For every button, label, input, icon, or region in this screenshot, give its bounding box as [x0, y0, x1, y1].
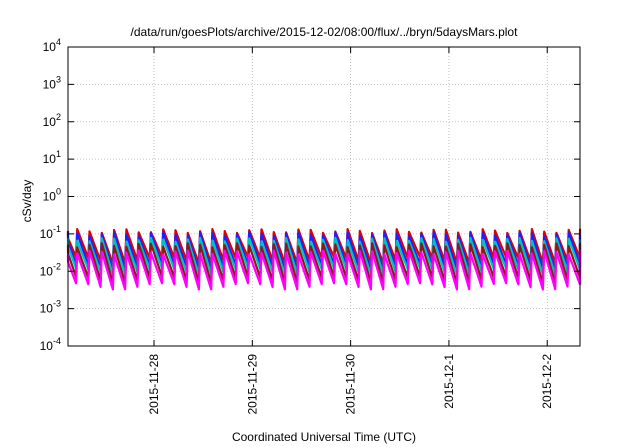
x-tick-label: 2015-11-28 [147, 354, 161, 415]
y-tick-label: 102 [43, 112, 61, 129]
x-tick-label: 2015-11-30 [344, 354, 358, 415]
y-tick-label: 10-3 [40, 299, 61, 316]
chart-title: /data/run/goesPlots/archive/2015-12-02/0… [131, 25, 519, 39]
x-tick-label: 2015-12-2 [540, 354, 554, 409]
y-axis-label: cSv/day [20, 180, 34, 223]
y-tick-label: 103 [43, 74, 61, 91]
series-line [66, 249, 582, 291]
x-tick-label: 2015-11-29 [245, 354, 259, 415]
series-layer [66, 228, 582, 291]
grid [68, 47, 580, 346]
x-axis-label: Coordinated Universal Time (UTC) [232, 430, 416, 444]
y-tick-label: 10-4 [40, 336, 61, 353]
ticks: 10-4 10-3 10-2 10-1 100 101 102 103 104 2015-11-2… [40, 37, 580, 415]
y-tick-label: 10-2 [40, 261, 61, 278]
y-tick-label: 104 [43, 37, 61, 54]
y-tick-label: 101 [43, 149, 61, 166]
y-tick-label: 100 [43, 187, 61, 204]
x-tick-label: 2015-12-1 [442, 354, 456, 409]
y-tick-label: 10-1 [40, 224, 61, 241]
